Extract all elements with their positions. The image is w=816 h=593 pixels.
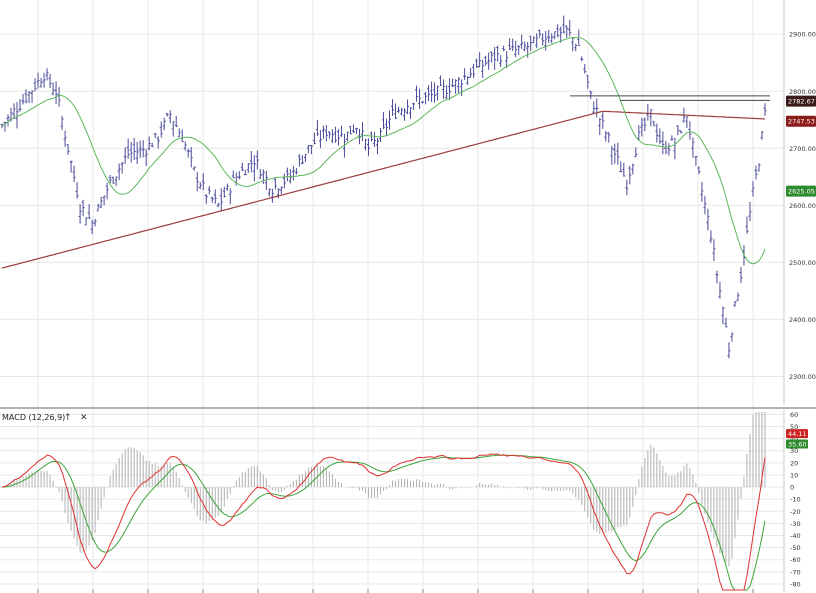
price-tick-label: 2700.00 xyxy=(789,145,816,153)
arrow-up-icon[interactable]: ↑ xyxy=(64,413,72,423)
macd-tick-label: 40 xyxy=(790,435,798,443)
ma-fast-line xyxy=(1,36,766,265)
macd-line xyxy=(1,453,766,591)
ma-slow-tag-label: 2747.53 xyxy=(788,118,815,126)
macd-tick-label: -20 xyxy=(790,508,801,516)
price-tick-label: 2600.00 xyxy=(789,202,816,210)
resistance-lines xyxy=(570,95,770,101)
macd-title: MACD (12,26,9) xyxy=(2,413,65,422)
macd-tag-background xyxy=(786,429,808,439)
price-tags: 2782.67 2747.53 2625.05 xyxy=(786,95,816,197)
macd-tick-label: -60 xyxy=(790,556,801,564)
ma-fast-tag-background xyxy=(786,185,816,197)
ma-slow-line xyxy=(1,110,766,269)
price-tick-label: 2500.00 xyxy=(789,259,816,267)
macd-tick-label: 60 xyxy=(790,411,798,419)
price-tag-label: 2782.67 xyxy=(788,98,815,106)
ma-fast-tag-label: 2625.05 xyxy=(788,187,815,195)
price-tick-labels: 2900.00 2800.00 2700.00 2600.00 2500.00 2400.… xyxy=(789,31,816,381)
macd-tick-label: -30 xyxy=(790,520,801,528)
moving-average-lines xyxy=(1,36,766,269)
price-panel xyxy=(0,0,784,593)
macd-tick-label: -80 xyxy=(790,580,801,588)
price-tick-label: 2300.00 xyxy=(789,373,816,381)
price-tick-label: 2900.00 xyxy=(789,31,816,39)
macd-y-axis: 60 50 40 30 20 10 0 -10 -20 -30 -40 -50 -60 -70 -80 44… xyxy=(783,410,808,593)
price-tag-background xyxy=(786,95,816,107)
macd-grid xyxy=(0,413,784,585)
macd-tick-label: -50 xyxy=(790,544,801,552)
macd-tick-label: -40 xyxy=(790,532,801,540)
macd-tick-label: -70 xyxy=(790,568,801,576)
price-candles xyxy=(0,15,767,359)
price-panel-background xyxy=(0,0,784,405)
macd-histogram xyxy=(4,412,766,567)
time-axis-ticks xyxy=(37,589,754,593)
macd-tick-label: 50 xyxy=(790,423,798,431)
signal-tag-label: 35.60 xyxy=(788,440,807,448)
macd-panel: MACD (12,26,9) ↑ ✕ xyxy=(0,412,784,591)
macd-tick-label: 0 xyxy=(790,484,794,492)
ma-slow-tag-background xyxy=(786,115,816,127)
macd-tick-label: -10 xyxy=(790,496,801,504)
price-y-axis: 2900.00 2800.00 2700.00 2600.00 2500.00 2400.… xyxy=(783,0,816,405)
macd-tag-label: 44.11 xyxy=(788,430,807,438)
macd-tick-label: 20 xyxy=(790,459,798,467)
price-tick-label: 2400.00 xyxy=(789,316,816,324)
macd-tick-labels: 60 50 40 30 20 10 0 -10 -20 -30 -40 -50 -60 -70 -80 xyxy=(790,411,801,589)
price-tick-label: 2800.00 xyxy=(789,88,816,96)
close-icon[interactable]: ✕ xyxy=(80,413,88,423)
macd-tick-label: 30 xyxy=(790,447,798,455)
signal-tag-background xyxy=(786,439,808,449)
macd-tick-label: 10 xyxy=(790,471,798,479)
